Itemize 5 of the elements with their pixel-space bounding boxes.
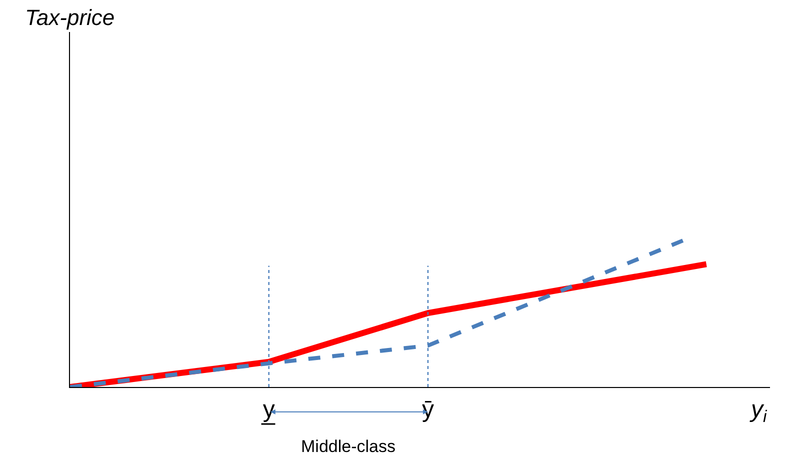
text: Tax-price [25, 5, 115, 30]
x-axis-title: y$_{i}$ [749, 396, 768, 426]
x-tick-label: y̲ [261, 396, 276, 426]
text: Middle-class [301, 437, 396, 456]
x-tick-label: ȳ [422, 396, 434, 423]
